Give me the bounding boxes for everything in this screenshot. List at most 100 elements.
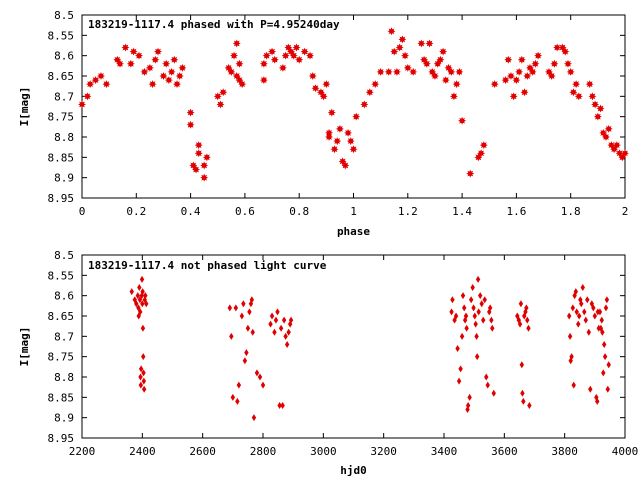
- y-tick-label: 8.6: [54, 50, 74, 63]
- data-point: [232, 39, 241, 48]
- x-tick-label: 0.8: [289, 205, 309, 218]
- data-point: [200, 173, 209, 182]
- data-point: [398, 35, 407, 44]
- data-point: [151, 55, 160, 64]
- data-point: [598, 324, 604, 332]
- data-point: [481, 316, 486, 324]
- data-point: [148, 80, 157, 89]
- data-point: [439, 47, 448, 56]
- chart-title: 183219-1117.4 phased with P=4.95240day: [88, 18, 340, 31]
- data-point: [83, 92, 92, 101]
- data-point: [292, 43, 301, 52]
- data-point: [531, 59, 540, 68]
- data-point: [521, 397, 526, 405]
- data-point: [141, 385, 147, 393]
- data-point: [395, 43, 404, 52]
- data-point: [583, 316, 588, 324]
- data-point: [278, 324, 284, 332]
- data-point: [78, 100, 86, 109]
- data-point: [384, 67, 393, 76]
- data-point: [341, 161, 350, 170]
- data-point: [621, 149, 629, 158]
- y-tick-label: 8.75: [48, 351, 75, 364]
- x-tick-label: 1.8: [561, 205, 581, 218]
- data-point: [247, 308, 252, 316]
- y-tick-label: 8.75: [48, 111, 75, 124]
- data-point: [135, 292, 141, 300]
- data-point: [91, 76, 100, 85]
- data-point: [474, 353, 480, 361]
- data-point: [257, 373, 263, 381]
- data-point: [490, 80, 499, 89]
- x-tick-label: 2400: [129, 445, 156, 458]
- y-axis-label: I[mag]: [18, 87, 31, 127]
- data-point: [463, 312, 469, 320]
- data-point: [281, 51, 290, 60]
- data-point: [453, 312, 459, 320]
- data-point: [213, 92, 222, 101]
- plot-frame: [81, 14, 626, 199]
- unphased-light-curve-chart: 2200 2400 2600 2800 3000 3200 3400 3600 3800 4000…: [18, 249, 638, 477]
- y-tick-label: 8.7: [54, 330, 74, 343]
- data-point: [227, 304, 233, 312]
- data-point: [277, 401, 282, 409]
- data-point: [270, 55, 279, 64]
- data-point: [175, 72, 184, 80]
- data-point: [281, 316, 287, 324]
- x-tick-label: 2200: [69, 445, 96, 458]
- data-point: [436, 55, 445, 64]
- data-point: [550, 59, 559, 68]
- data-point: [141, 369, 146, 377]
- data-point: [186, 108, 195, 117]
- data-point: [102, 80, 111, 89]
- data-point: [593, 112, 602, 121]
- x-tick-label: 0: [79, 205, 86, 218]
- data-point: [588, 92, 597, 101]
- data-point: [335, 124, 344, 133]
- data-point: [468, 296, 474, 304]
- data-point: [141, 353, 146, 361]
- data-point: [129, 47, 138, 56]
- data-point: [523, 308, 528, 316]
- data-point: [235, 59, 244, 68]
- x-tick-label: 2800: [250, 445, 277, 458]
- y-tick-label: 8.9: [54, 172, 74, 185]
- data-point: [449, 92, 458, 101]
- data-point: [597, 308, 603, 316]
- data-point: [464, 324, 469, 332]
- data-point: [452, 80, 461, 89]
- data-point: [604, 296, 610, 304]
- data-point: [462, 304, 467, 312]
- data-point: [245, 324, 251, 332]
- x-tick-label: 2: [622, 205, 629, 218]
- data-point: [417, 39, 426, 48]
- data-point: [295, 55, 304, 64]
- data-point: [159, 72, 168, 80]
- data-point: [600, 328, 605, 336]
- data-point: [173, 80, 182, 89]
- data-point: [238, 80, 247, 89]
- data-point: [272, 328, 277, 336]
- data-point: [86, 80, 95, 89]
- plot-frame: [81, 254, 626, 439]
- data-point: [563, 59, 572, 68]
- x-tick-label: 1.2: [398, 205, 418, 218]
- data-point: [477, 149, 486, 158]
- data-point: [200, 161, 209, 170]
- data-point: [504, 55, 513, 64]
- data-point: [524, 304, 529, 312]
- data-point: [588, 385, 593, 393]
- data-point: [140, 300, 145, 308]
- data-point: [308, 72, 317, 80]
- data-point: [333, 137, 342, 146]
- data-point: [249, 296, 255, 304]
- data-point: [582, 308, 587, 316]
- data-point: [506, 72, 515, 80]
- data-point: [467, 393, 472, 401]
- data-point: [605, 385, 611, 393]
- data-point: [289, 51, 298, 60]
- data-point: [456, 377, 462, 385]
- data-point: [319, 92, 328, 101]
- data-point: [116, 59, 125, 68]
